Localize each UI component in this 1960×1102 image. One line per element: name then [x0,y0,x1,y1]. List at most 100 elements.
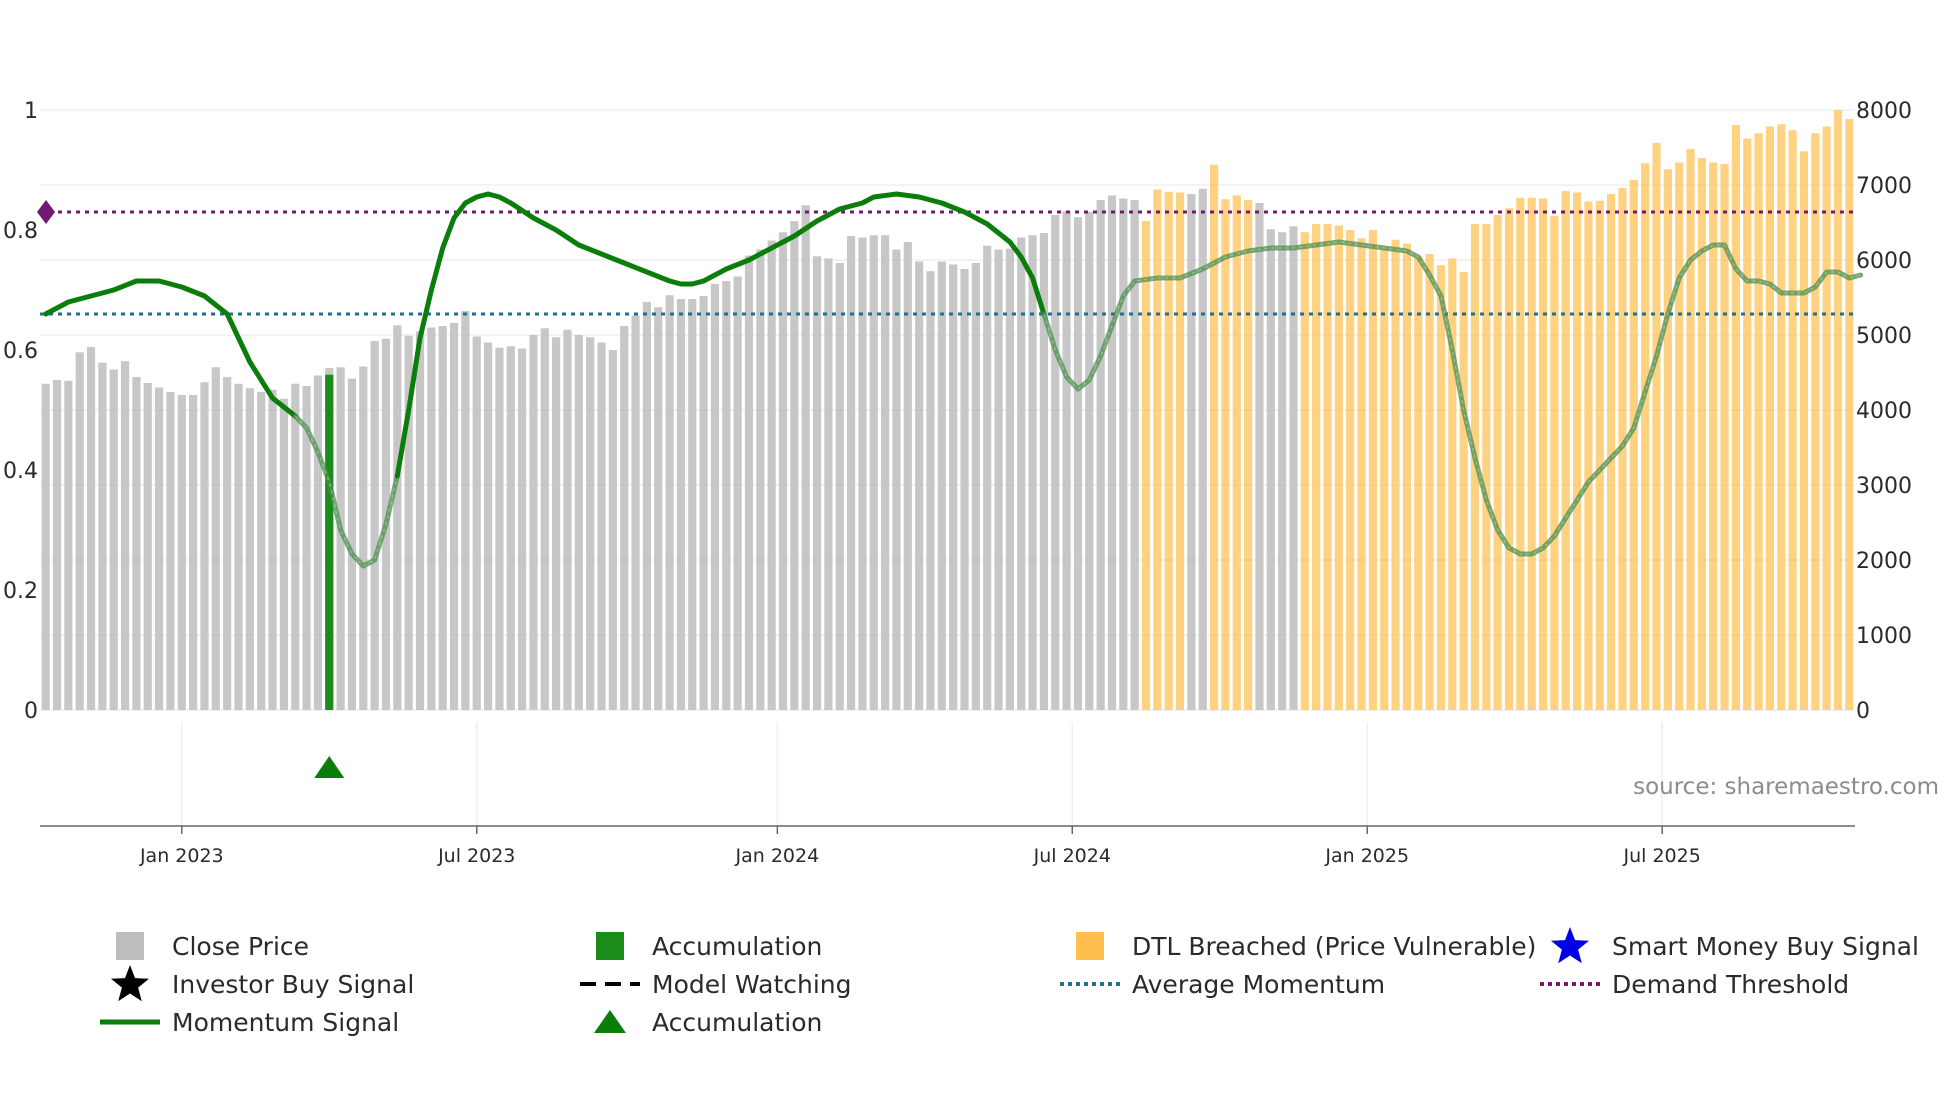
gray-square-icon [116,932,144,960]
close-price-bar [359,366,368,710]
dtl-breached-bar [1459,272,1468,710]
close-price-bar [631,315,640,710]
close-price-bar [211,367,220,710]
dtl-breached-bar [1538,198,1548,710]
close-price-bar [1039,233,1049,710]
left-tick-label: 0.2 [3,579,38,604]
dtl-breached-bar [1777,124,1786,710]
dtl-breached-bar [1402,243,1412,710]
close-price-bar [1005,248,1014,710]
dtl-breached-bar [1663,169,1672,710]
close-price-bar [506,346,515,710]
signal-lines [37,191,1864,778]
close-price-bar [1028,235,1037,710]
dtl-breached-bar [1799,151,1809,710]
x-tick-label: Jan 2025 [1324,845,1409,867]
right-tick-label: 0 [1856,699,1870,724]
dtl-breached-bar [1391,239,1400,710]
close-price-bar [279,398,288,710]
close-price-bar [120,361,130,710]
legend-label: DTL Breached (Price Vulnerable) [1132,932,1536,961]
close-price-bar [767,240,776,710]
right-tick-label: 8000 [1856,99,1912,124]
dtl-breached-bar [1845,119,1854,710]
close-price-bar [132,377,141,710]
left-tick-label: 0 [24,699,38,724]
close-price-bar [744,255,754,710]
close-price-bar [858,237,867,710]
dtl-breached-bar [1686,149,1695,710]
close-price-bar [608,350,617,710]
close-price-bar [892,249,901,710]
legend-item: Demand Threshold [1540,970,1849,999]
close-price-bar [449,323,459,710]
close-price-bar [937,261,946,710]
dtl-breached-bar [1675,162,1684,710]
x-tick-label: Jul 2023 [437,845,515,867]
close-price-bar [415,331,425,710]
dtl-breached-bar [1788,130,1797,710]
close-price-bar [824,258,833,710]
right-tick-label: 2000 [1856,549,1912,574]
dtl-breached-bar [1743,138,1752,710]
close-price-bar [846,236,856,710]
close-price-bar [1085,212,1094,710]
right-tick-label: 6000 [1856,249,1912,274]
dtl-breached-bar [1641,163,1650,710]
dtl-breached-bar [1584,201,1593,710]
momentum-signal-line [394,191,1047,479]
legend-item: Accumulation [596,932,822,961]
close-price-bar [1130,200,1139,710]
close-price-bar [86,347,96,710]
close-price-bar [915,261,924,710]
close-price-bar [223,377,232,710]
close-price-bar [98,362,107,710]
legend-item: Momentum Signal [100,1008,399,1037]
dtl-breached-bar [1607,194,1616,710]
dtl-breached-bar [1209,164,1219,710]
close-price-bar [370,341,379,710]
black-star-icon [111,965,149,1002]
dtl-breached-bar [1436,265,1446,710]
close-price-bar [540,328,549,710]
close-price-bar [722,281,731,710]
legend-label: Model Watching [652,970,852,999]
close-price-bar [790,221,799,710]
close-price-bar [529,335,538,710]
close-price-bar [812,256,822,710]
close-price-bar [881,235,890,710]
close-price-bar [960,269,969,710]
dtl-breached-bar [1504,208,1514,710]
momentum-signal-faded-inner [294,415,398,567]
dtl-breached-bar [1731,125,1740,710]
dtl-breached-bar [1697,158,1706,710]
dtl-breached-bar [1765,126,1775,710]
dtl-breached-bar [1425,254,1434,710]
close-price-bar [1096,200,1105,710]
legend-label: Accumulation [652,1008,822,1037]
dtl-breached-bar [1300,232,1309,710]
dtl-breached-bar [1334,225,1343,710]
right-tick-label: 4000 [1856,399,1912,424]
close-price-bar [302,386,311,710]
close-price-bar [1289,226,1298,710]
x-tick-label: Jul 2024 [1033,845,1111,867]
x-tick-label: Jan 2023 [139,845,224,867]
dtl-breached-bar [1380,247,1389,710]
legend-item: Close Price [116,932,309,961]
momentum-signal-line [43,278,298,419]
close-price-bar [109,369,118,710]
close-price-bar [483,342,493,710]
close-price-bar [1266,229,1275,710]
close-price-bar [756,249,765,710]
close-price-bar [52,380,62,710]
price-bars [41,110,1854,710]
close-price-bar [1187,194,1196,710]
close-price-bar [75,352,84,710]
dtl-breached-bar [1323,224,1332,710]
legend-label: Investor Buy Signal [172,970,414,999]
close-price-bar [245,388,254,710]
momentum-signal-faded-inner [1043,241,1861,555]
dtl-breached-bar [1141,221,1151,710]
